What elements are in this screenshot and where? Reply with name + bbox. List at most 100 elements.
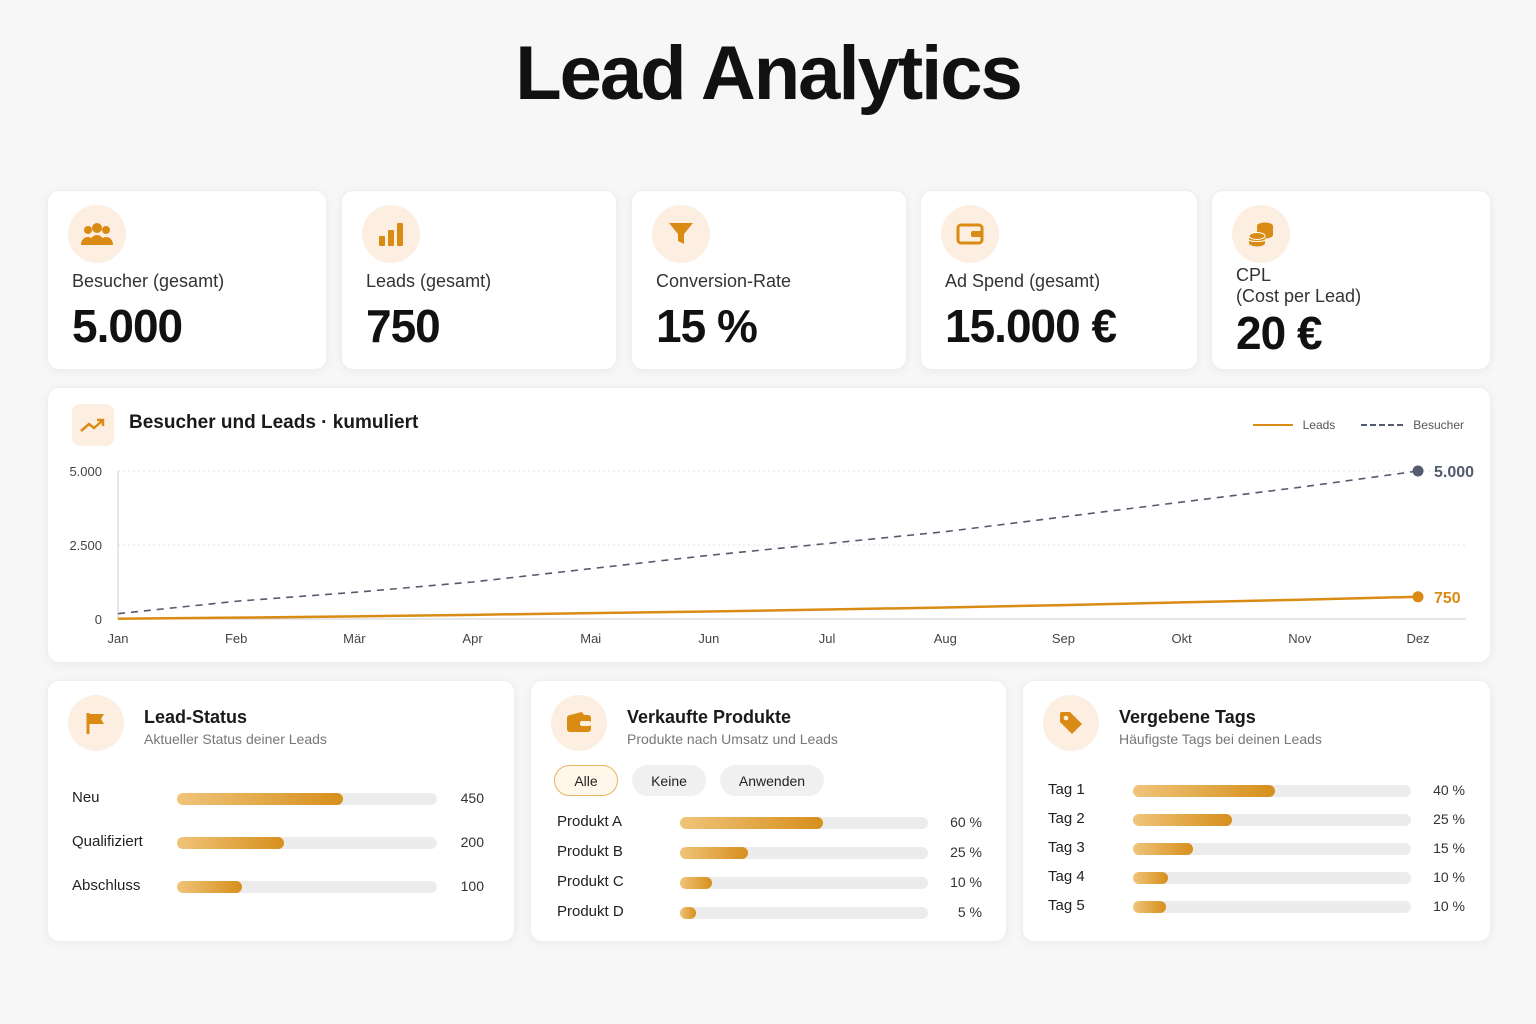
lead_status-row: Qualifiziert 200 [48, 833, 514, 853]
x-tick-label: Jan [108, 631, 129, 646]
tags-subtitle: Häufigste Tags bei deinen Leads [1119, 731, 1322, 747]
products-bar-track [680, 847, 928, 859]
kpi-value: 15 % [656, 300, 758, 352]
series-endpoint-leads [1412, 591, 1424, 603]
users-icon [68, 205, 126, 263]
legend-swatch-leads [1252, 424, 1293, 426]
kpi-value: 20 € [1236, 307, 1323, 359]
products-bar-track [680, 877, 928, 889]
kpi-label-main: CPL [1236, 265, 1272, 285]
filter-none-button[interactable]: Keine [632, 765, 706, 796]
tags-bar-track [1133, 785, 1411, 797]
flag-icon [68, 695, 124, 751]
products-bar-track [680, 907, 928, 919]
tags-row-label: Tag 4 [1048, 868, 1085, 885]
products-row: Produkt A 60 % [531, 813, 1006, 833]
kpi-sublabel: (Cost per Lead) [1236, 286, 1362, 306]
products-bar-track [680, 817, 928, 829]
chart-title: Besucher und Leads · kumuliert [129, 412, 419, 433]
series-line-leads [117, 595, 1419, 620]
lead_status-row-value: 100 [460, 878, 484, 894]
tags-row: Tag 3 15 % [1023, 839, 1490, 859]
series-end-label: 5.000 [1434, 464, 1474, 481]
tag-icon [1043, 695, 1099, 751]
kpi-label: Leads (gesamt) [366, 271, 492, 291]
wallet-icon [551, 695, 607, 751]
chart-legend: Leads Besucher [1252, 418, 1464, 432]
tags-row: Tag 4 10 % [1023, 868, 1490, 888]
kpi-value: 15.000 € [945, 300, 1117, 352]
lead-status-card: Lead-Status Aktueller Status deiner Lead… [47, 680, 515, 942]
tags-row: Tag 5 10 % [1023, 897, 1490, 917]
kpi-label: Conversion-Rate [656, 271, 792, 291]
lead_status-row-value: 200 [460, 834, 484, 850]
page-title: Lead Analytics [515, 31, 1023, 116]
products-bar-fill [680, 847, 749, 859]
tags-title: Vergebene Tags [1119, 707, 1256, 727]
legend-swatch-visitors [1361, 424, 1404, 426]
chart-card: Besucher und Leads · kumuliert Leads Bes… [47, 387, 1491, 663]
apply-button[interactable]: Anwenden [720, 765, 824, 796]
products-row: Produkt D 5 % [531, 903, 1006, 923]
lead_status-row: Neu 450 [48, 789, 514, 809]
x-tick-label: Okt [1172, 631, 1193, 646]
y-tick-label: 5.000 [69, 464, 102, 479]
tags-bar-fill [1133, 901, 1167, 913]
tags-card: Vergebene Tags Häufigste Tags bei deinen… [1022, 680, 1491, 942]
kpi-label: Besucher (gesamt) [72, 271, 225, 291]
tags-bar-fill [1133, 785, 1275, 797]
legend-label-leads: Leads [1302, 418, 1336, 432]
lead-status-subtitle: Aktueller Status deiner Leads [144, 731, 327, 747]
x-tick-label: Aug [934, 631, 957, 646]
lead_status-row-label: Abschluss [72, 877, 141, 894]
line-chart: 0 2.500 5.000 Jan Feb Mär Apr Mai Jun Jul Aug Sep Ok… [69, 464, 1474, 646]
kpi-card-cpl: CPL (Cost per Lead) 20 € [1211, 190, 1491, 370]
products-subtitle: Produkte nach Umsatz und Leads [627, 731, 838, 747]
lead_status-row-label: Qualifiziert [72, 833, 143, 850]
x-tick-label: Apr [462, 631, 483, 646]
kpi-card-conversion: Conversion-Rate 15 % [631, 190, 907, 370]
tags-row: Tag 1 40 % [1023, 781, 1490, 801]
products-row: Produkt B 25 % [531, 843, 1006, 863]
tags-bar-track [1133, 814, 1411, 826]
kpi-label: CPL (Cost per Lead) [1236, 265, 1361, 307]
lead_status-bar-fill [177, 793, 344, 805]
tags-row-label: Tag 5 [1048, 897, 1085, 914]
lead_status-bar-fill [177, 881, 242, 893]
series-line-besucher [117, 470, 1419, 615]
products-row-label: Produkt D [557, 903, 624, 920]
kpi-value: 5.000 [72, 300, 183, 352]
lead_status-bar-track [177, 837, 437, 849]
lead_status-row-label: Neu [72, 789, 100, 806]
products-row-value: 60 % [950, 814, 982, 830]
funnel-icon [652, 205, 710, 263]
lead_status-bar-track [177, 881, 437, 893]
tags-row-label: Tag 3 [1048, 839, 1085, 856]
products-bar-fill [680, 907, 697, 919]
x-tick-label: Dez [1406, 631, 1429, 646]
tags-bar-track [1133, 843, 1411, 855]
products-row: Produkt C 10 % [531, 873, 1006, 893]
tags-row-label: Tag 2 [1048, 810, 1085, 827]
x-tick-label: Jul [819, 631, 836, 646]
products-row-value: 10 % [950, 874, 982, 890]
products-bar-fill [680, 877, 713, 889]
tags-bar-fill [1133, 843, 1193, 855]
legend-item-leads: Leads [1252, 418, 1336, 432]
kpi-value: 750 [366, 300, 441, 352]
series-endpoint-besucher [1412, 465, 1424, 477]
products-row-label: Produkt A [557, 813, 623, 830]
trending-up-icon [72, 404, 114, 446]
legend-label-visitors: Besucher [1413, 418, 1464, 432]
kpi-card-leads: Leads (gesamt) 750 [341, 190, 617, 370]
kpi-card-visitors: Besucher (gesamt) 5.000 [47, 190, 327, 370]
filter-all-button[interactable]: Alle [554, 765, 618, 796]
legend-item-visitors: Besucher [1361, 418, 1464, 432]
x-tick-label: Nov [1288, 631, 1312, 646]
products-row-label: Produkt B [557, 843, 623, 860]
y-tick-label: 0 [95, 612, 102, 627]
tags-row-value: 15 % [1433, 840, 1465, 856]
tags-row-value: 40 % [1433, 782, 1465, 798]
tags-row-value: 10 % [1433, 869, 1465, 885]
kpi-label: Ad Spend (gesamt) [945, 271, 1101, 291]
